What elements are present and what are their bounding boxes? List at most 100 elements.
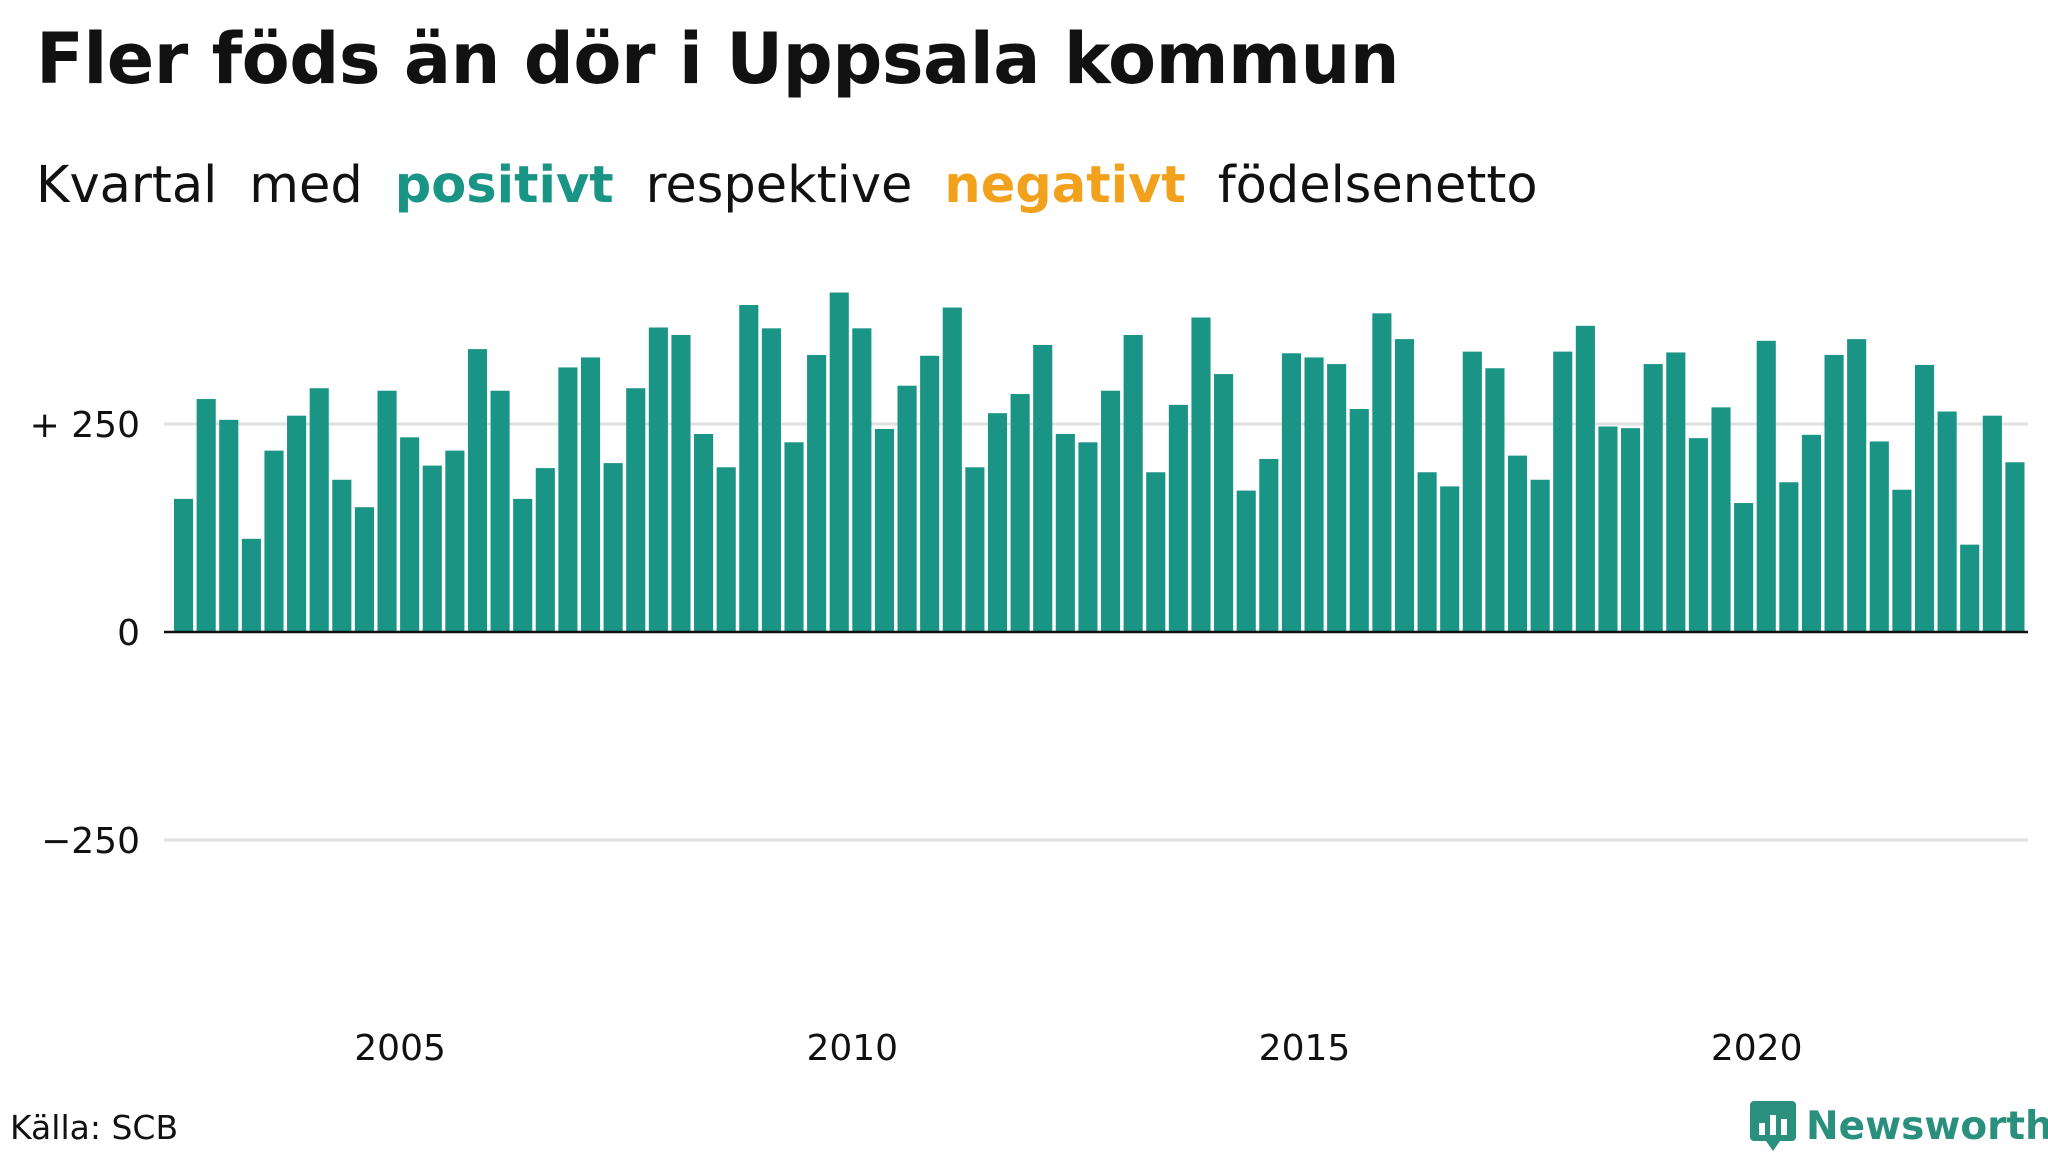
bar bbox=[490, 390, 510, 632]
bar bbox=[1485, 368, 1505, 632]
bar bbox=[1055, 433, 1075, 632]
bar bbox=[2005, 462, 2025, 632]
bar bbox=[287, 415, 307, 632]
bar bbox=[942, 307, 962, 632]
newsworthy-logo: Newsworthy bbox=[1750, 1099, 2048, 1153]
subtitle-negative: negativt bbox=[944, 156, 1186, 215]
bar bbox=[1914, 364, 1935, 632]
bar bbox=[535, 468, 555, 632]
bar bbox=[1847, 339, 1867, 632]
x-tick-label: 2005 bbox=[354, 1028, 446, 1069]
bar bbox=[1101, 390, 1121, 632]
bar bbox=[1598, 426, 1618, 632]
chart-title: Fler föds än dör i Uppsala kommun bbox=[36, 18, 1400, 100]
bar bbox=[1711, 407, 1731, 632]
bar bbox=[1123, 334, 1143, 632]
bar bbox=[513, 498, 533, 632]
bar bbox=[1168, 404, 1188, 632]
bar bbox=[1824, 354, 1844, 632]
bar bbox=[377, 390, 397, 632]
bar bbox=[422, 465, 442, 632]
bar bbox=[671, 334, 691, 632]
bar bbox=[241, 538, 261, 632]
bar bbox=[558, 367, 578, 632]
bar bbox=[1214, 374, 1234, 632]
bar bbox=[784, 442, 804, 632]
axes: + 250 0 −250 2005 2010 2015 2020 bbox=[30, 405, 2028, 1069]
bar bbox=[965, 467, 985, 632]
bar bbox=[987, 413, 1008, 632]
bar bbox=[1417, 472, 1437, 632]
y-tick-label: + 250 bbox=[30, 405, 140, 446]
subtitle-word-med: med bbox=[249, 156, 363, 215]
bars bbox=[174, 292, 2025, 632]
bar bbox=[1734, 503, 1754, 632]
bar bbox=[1869, 441, 1889, 632]
bar bbox=[1349, 409, 1369, 632]
subtitle-word-kvartal: Kvartal bbox=[36, 156, 218, 215]
bar bbox=[716, 467, 736, 632]
bar bbox=[1394, 339, 1415, 632]
bar bbox=[1756, 340, 1776, 632]
subtitle-positive: positivt bbox=[394, 156, 614, 215]
bar bbox=[1259, 458, 1279, 632]
bar bbox=[354, 507, 374, 632]
bar bbox=[1643, 364, 1663, 632]
bar bbox=[1960, 544, 1980, 632]
bar bbox=[309, 388, 329, 632]
bar bbox=[1191, 317, 1211, 632]
bar bbox=[196, 399, 216, 632]
bar bbox=[739, 305, 759, 632]
bar bbox=[1801, 434, 1822, 632]
bar bbox=[761, 328, 781, 632]
bar bbox=[1982, 415, 2002, 632]
subtitle-word-fodelsenetto: födelsenetto bbox=[1217, 156, 1538, 215]
bar bbox=[897, 385, 917, 632]
bar bbox=[1327, 364, 1347, 632]
bar bbox=[1146, 472, 1166, 632]
x-tick-label: 2020 bbox=[1711, 1028, 1803, 1069]
bar bbox=[1281, 353, 1301, 632]
bar bbox=[1462, 351, 1482, 632]
bar bbox=[852, 328, 872, 632]
bar bbox=[1530, 479, 1550, 632]
bar bbox=[626, 388, 646, 632]
newsworthy-icon bbox=[1750, 1101, 1796, 1151]
bar bbox=[332, 479, 352, 632]
y-tick-label: 0 bbox=[117, 613, 140, 654]
bar bbox=[603, 463, 623, 632]
bar bbox=[1892, 489, 1912, 632]
bar bbox=[829, 292, 849, 632]
bar bbox=[1033, 344, 1053, 632]
bar bbox=[1779, 482, 1799, 632]
bar bbox=[1372, 313, 1392, 632]
bar bbox=[445, 450, 465, 632]
bar bbox=[400, 437, 420, 632]
bar bbox=[1507, 455, 1528, 632]
bar bbox=[1621, 428, 1641, 632]
bar bbox=[648, 327, 668, 632]
brand-name: Newsworthy bbox=[1806, 1103, 2048, 1149]
bar bbox=[174, 498, 194, 632]
bar bbox=[1440, 486, 1460, 632]
bar bbox=[1304, 357, 1324, 632]
subtitle-word-respektive: respektive bbox=[645, 156, 913, 215]
bar bbox=[1937, 411, 1957, 632]
x-tick-label: 2010 bbox=[806, 1028, 898, 1069]
bar bbox=[1688, 438, 1708, 632]
x-tick-label: 2015 bbox=[1259, 1028, 1351, 1069]
bar bbox=[1553, 351, 1573, 632]
bar bbox=[694, 433, 714, 632]
chart-subtitle: Kvartal med positivt respektive negativt föde… bbox=[36, 156, 1570, 215]
bar bbox=[1666, 352, 1686, 632]
bar bbox=[219, 419, 239, 632]
bar bbox=[1236, 490, 1256, 632]
bar bbox=[1575, 325, 1595, 632]
bar bbox=[1010, 394, 1030, 632]
source-note: Källa: SCB bbox=[10, 1108, 179, 1147]
bar bbox=[580, 357, 601, 632]
bar bbox=[1078, 442, 1098, 632]
bar bbox=[920, 355, 940, 632]
bar bbox=[264, 450, 284, 632]
